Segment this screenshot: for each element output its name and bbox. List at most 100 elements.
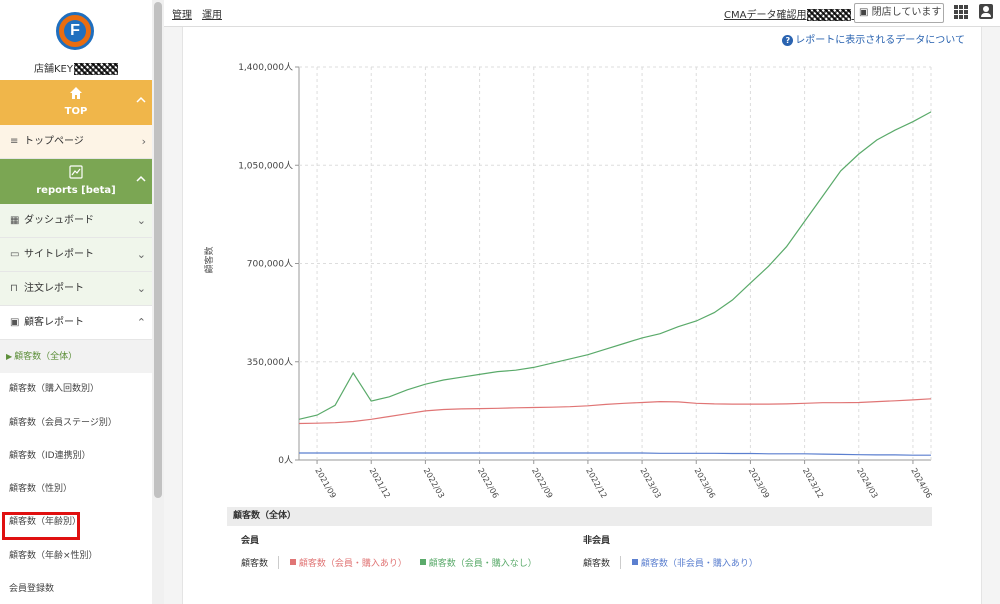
- sub-item-label: 顧客数（年齢別）: [9, 517, 82, 528]
- sidebar-scrollbar[interactable]: [152, 0, 164, 604]
- x-tick-label: 2022/09: [530, 467, 554, 500]
- chevron-down-icon: ⌄: [136, 248, 146, 261]
- cma-data-link[interactable]: CMAデータ確認用 ⧉: [724, 6, 862, 21]
- sidebar-item-customer-report[interactable]: ▣ 顧客レポート ⌃: [0, 306, 152, 340]
- scrollbar-thumb[interactable]: [154, 2, 162, 498]
- reports-section-label: reports [beta]: [36, 185, 116, 196]
- chevron-down-icon: ⌄: [136, 214, 146, 227]
- y-tick-label: 1,400,000人: [238, 62, 293, 73]
- sub-item-customers-by-gender[interactable]: 顧客数（性別）: [0, 473, 152, 506]
- main-content: ? レポートに表示されるデータについて 0人 350,000人 700,000人 1,0…: [182, 27, 982, 604]
- y-tick-label: 350,000人: [247, 357, 293, 368]
- closed-label: 閉店しています: [871, 7, 942, 18]
- sub-item-customers-by-purchase-count[interactable]: 顧客数（購入回数別）: [0, 373, 152, 406]
- top-bar: 管理 運用 CMAデータ確認用 ⧉ ▣ 閉店しています: [164, 0, 1000, 27]
- sidebar-item-top-page[interactable]: ≡ トップページ ›: [0, 125, 152, 159]
- data-help-link[interactable]: ? レポートに表示されるデータについて: [782, 31, 965, 46]
- x-tick-label: 2023/03: [638, 467, 662, 500]
- legend-nonmember-heading: 非会員: [583, 536, 611, 546]
- home-icon: [0, 86, 152, 103]
- help-icon: ?: [782, 35, 794, 46]
- x-tick-label: 2023/09: [747, 467, 771, 500]
- swatch-blue: [631, 559, 638, 565]
- legend-member-heading: 会員: [241, 536, 260, 546]
- sidebar-item-site-report[interactable]: ▭ サイトレポート ⌄: [0, 238, 152, 272]
- sub-item-customers-by-age[interactable]: 顧客数（年齢別）: [0, 506, 152, 541]
- customers-line-chart: 0人 350,000人 700,000人 1,050,000人 1,400,000人 2…: [203, 62, 934, 500]
- sub-item-customers-by-age-gender[interactable]: 顧客数（年齢×性別）: [0, 540, 152, 573]
- sub-item-label: 顧客数（購入回数別）: [9, 384, 100, 395]
- y-tick-label: 0人: [278, 455, 293, 466]
- brand-logo[interactable]: F: [56, 12, 94, 50]
- y-tick-label: 1,050,000人: [238, 160, 293, 171]
- app-grid-icon[interactable]: [954, 5, 968, 19]
- user-account-icon[interactable]: [979, 4, 993, 19]
- list-icon: ≡: [10, 136, 19, 147]
- x-tick-label: 2022/12: [584, 467, 608, 500]
- legend-item-nonmember-purchase[interactable]: 顧客数（非会員・購入あり）: [631, 559, 758, 569]
- chevron-down-icon: ⌄: [136, 282, 146, 295]
- sidebar-item-label: サイトレポート: [24, 249, 94, 260]
- swatch-green: [419, 559, 426, 565]
- sidebar-item-order-report[interactable]: ⊓ 注文レポート ⌄: [0, 272, 152, 306]
- x-axis-ticks: 2021/09 2021/12 2022/03 2022/06 2022/09 2022/…: [313, 467, 933, 500]
- tab-operation[interactable]: 運用: [202, 10, 222, 21]
- tab-admin[interactable]: 管理: [172, 10, 192, 21]
- series-line-1: [298, 398, 932, 425]
- legend-nonmember-group: 非会員 顧客数 顧客数（非会員・購入あり）: [583, 533, 768, 569]
- sidebar: F 店舗KEY TOP ≡ トップページ › reports [beta] ▦ ダッ…: [0, 0, 152, 604]
- store-closed-button[interactable]: ▣ 閉店しています: [854, 3, 944, 23]
- help-link-label: レポートに表示されるデータについて: [795, 35, 965, 46]
- masked-value-icon: [807, 9, 852, 21]
- legend-title: 顧客数（全体）: [227, 507, 932, 526]
- legend-item-member-no-purchase[interactable]: 顧客数（会員・購入なし）: [419, 559, 537, 569]
- sidebar-item-dashboard[interactable]: ▦ ダッシュボード ⌄: [0, 204, 152, 238]
- sub-item-customers-by-member-stage[interactable]: 顧客数（会員ステージ別）: [0, 407, 152, 440]
- active-triangle-icon: ▶: [6, 352, 13, 361]
- chevron-right-icon: ›: [141, 135, 146, 148]
- series-line-2: [298, 111, 932, 420]
- x-tick-label: 2024/06: [909, 467, 933, 500]
- legend-row-label: 顧客数: [583, 556, 622, 569]
- sidebar-item-label: トップページ: [24, 136, 84, 147]
- x-tick-label: 2023/06: [693, 467, 717, 500]
- chevron-up-icon: [136, 94, 146, 108]
- y-axis-label: 顧客数: [203, 246, 215, 273]
- masked-store-key-icon: [73, 63, 118, 75]
- chart-icon: [0, 165, 152, 182]
- sidebar-item-label: 注文レポート: [24, 283, 84, 294]
- legend-item-label: 顧客数（非会員・購入あり）: [640, 559, 758, 569]
- shop-icon: ▣: [859, 7, 872, 18]
- reports-section-header[interactable]: reports [beta]: [0, 159, 152, 204]
- top-section-header[interactable]: TOP: [0, 80, 152, 125]
- cma-label: CMAデータ確認用: [724, 10, 807, 21]
- sidebar-item-label: 顧客レポート: [24, 317, 84, 328]
- legend-panel: 顧客数（全体） 会員 顧客数 顧客数（会員・購入あり） 顧客数（会員・購入なし）…: [227, 507, 932, 569]
- basket-icon: ⊓: [10, 283, 18, 294]
- sub-item-customers-by-id-link[interactable]: 顧客数（ID連携別）: [0, 440, 152, 473]
- chart-series: [298, 111, 932, 456]
- sub-item-customers-total[interactable]: ▶ 顧客数（全体）: [0, 340, 152, 374]
- legend-member-row: 顧客数 顧客数（会員・購入あり） 顧客数（会員・購入なし）: [241, 556, 547, 569]
- highlight-box: [2, 512, 80, 541]
- sidebar-item-label: ダッシュボード: [24, 215, 94, 226]
- sub-item-label: 会員登録数: [9, 584, 55, 595]
- sub-item-label: 顧客数（全体）: [14, 352, 78, 362]
- legend-row-label: 顧客数: [241, 556, 280, 569]
- sub-item-label: 顧客数（年齢×性別）: [9, 550, 98, 561]
- logo-letter: F: [64, 20, 86, 42]
- x-tick-label: 2022/06: [476, 467, 500, 500]
- sub-item-label: 顧客数（性別）: [9, 484, 73, 495]
- dashboard-icon: ▦: [10, 215, 20, 226]
- y-tick-label: 700,000人: [247, 259, 293, 270]
- x-tick-label: 2023/12: [801, 467, 825, 500]
- legend-item-member-purchase[interactable]: 顧客数（会員・購入あり）: [289, 559, 407, 569]
- chevron-up-icon: [136, 173, 146, 187]
- sub-item-label: 顧客数（会員ステージ別）: [9, 417, 117, 428]
- chart-grid: [295, 66, 932, 464]
- sub-item-member-registrations[interactable]: 会員登録数: [0, 573, 152, 604]
- top-section-label: TOP: [64, 106, 88, 117]
- x-tick-label: 2024/03: [855, 467, 879, 500]
- legend-item-label: 顧客数（会員・購入あり）: [298, 559, 407, 569]
- store-key: 店舗KEY: [0, 60, 152, 75]
